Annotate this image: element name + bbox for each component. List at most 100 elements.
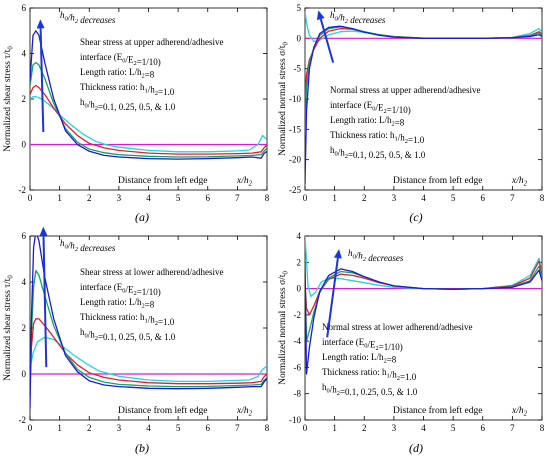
x-axis-variable: x/h2 [236, 406, 253, 418]
x-tick-label: 1 [332, 193, 337, 203]
x-tick-label: 1 [57, 423, 62, 433]
trend-arrow-shaft [319, 18, 335, 63]
y-axis-label: Normalized normal stress σ/t0 [278, 42, 290, 156]
x-tick-label: 4 [421, 423, 426, 433]
x-axis-label: Distance from left edge [393, 175, 482, 186]
y-tick-label: -5 [294, 64, 302, 74]
annotation-line: Length ratio: L/h2=8 [80, 67, 155, 80]
x-tick-label: 3 [392, 423, 397, 433]
x-tick-label: 3 [117, 193, 122, 203]
x-tick-label: 5 [176, 423, 181, 433]
y-axis-label: Normalized shear stress τ/t0 [3, 46, 15, 152]
x-tick-label: 1 [57, 193, 62, 203]
x-tick-label: 0 [303, 193, 308, 203]
series-line-h05 [30, 84, 267, 155]
x-tick-label: 2 [362, 423, 367, 433]
annotation-line: Thickness ratio: h1/h2=1.0 [80, 82, 175, 97]
x-tick-label: 3 [392, 193, 397, 203]
x-tick-label: 5 [176, 193, 181, 203]
y-axis-label: Normalized shear stress τ/t0 [3, 275, 15, 381]
arrow-label: h0/h2 decreases [348, 248, 404, 263]
y-tick-label: 0 [22, 369, 27, 379]
y-tick-label: -4 [294, 336, 302, 346]
x-tick-label: 1 [332, 423, 337, 433]
x-tick-label: 7 [510, 193, 515, 203]
y-tick-label: 6 [22, 3, 27, 13]
trend-arrow-shaft [326, 257, 339, 338]
y-tick-label: -8 [294, 389, 302, 399]
x-axis-label: Distance from left edge [118, 405, 207, 416]
y-tick-label: -25 [289, 185, 301, 195]
x-tick-label: 8 [265, 423, 270, 433]
panel-tag: (c) [409, 210, 422, 224]
series-line-h01 [305, 25, 542, 184]
annotation-line: h0/h2=0.1, 0.25, 0.5, & 1.0 [330, 145, 426, 160]
x-tick-label: 2 [87, 423, 92, 433]
x-tick-label: 3 [117, 423, 122, 433]
trend-arrow-head [39, 226, 48, 236]
arrow-label: h0/h2 decreases [330, 10, 386, 25]
annotation-line: interface (E0/E2=1/10) [80, 52, 161, 67]
series-line-h025 [30, 269, 267, 398]
trend-arrow-head [36, 19, 45, 29]
panel-tag: (a) [135, 210, 149, 224]
y-tick-label: -2 [19, 415, 27, 425]
y-tick-label: 0 [297, 33, 302, 43]
y-tick-label: 0 [22, 140, 27, 150]
annotation-line: h0/h2=0.1, 0.25, 0.5, & 1.0 [322, 382, 418, 397]
panel-c: 0 1 2 3 4 5 6 7 8 -25 -20 -15 -10 -5 0 5 h0/h2 decreases… [278, 3, 545, 224]
trend-arrow-head [333, 249, 342, 259]
trend-arrow-shaft [39, 28, 45, 133]
x-tick-label: 6 [481, 193, 486, 203]
series-line-h01 [30, 30, 267, 160]
annotation-line: Normal stress at upper adherend/adhesive [330, 85, 480, 95]
panel-tag: (d) [409, 441, 423, 455]
x-tick-label: 7 [235, 193, 240, 203]
x-tick-label: 2 [87, 193, 92, 203]
annotation-line: h0/h2=0.1, 0.25, 0.5, & 1.0 [80, 97, 176, 112]
x-tick-label: 7 [235, 423, 240, 433]
y-axis-label: Normalized normal stress σ/t0 [278, 271, 290, 385]
y-tick-label: 6 [22, 231, 27, 241]
x-axis-label: Distance from left edge [393, 405, 482, 416]
x-tick-label: 5 [451, 423, 456, 433]
annotation-line: h0/h2=0.1, 0.25, 0.5, & 1.0 [80, 327, 176, 342]
y-tick-label: 2 [297, 257, 302, 267]
y-tick-label: -20 [289, 155, 301, 165]
annotation-line: Thickness ratio: h1/h2=1.0 [80, 312, 175, 327]
series-line-h01 [30, 236, 267, 409]
y-tick-label: 5 [297, 3, 302, 13]
y-tick-label: 4 [22, 277, 27, 287]
annotation-line: interface (E0/E2=1/10) [80, 282, 161, 297]
series-group [305, 10, 542, 184]
x-tick-label: 7 [510, 423, 515, 433]
series-group [305, 236, 542, 375]
y-tick-label: 0 [297, 284, 302, 294]
annotation-line: Shear stress at lower adherend/adhesive [80, 267, 223, 277]
y-tick-label: -2 [294, 310, 302, 320]
x-tick-label: 0 [28, 193, 33, 203]
x-axis-label: Distance from left edge [118, 175, 207, 186]
x-tick-label: 8 [540, 423, 545, 433]
series-line-h10 [305, 236, 542, 298]
trend-arrow-head [316, 10, 325, 21]
trend-arrow-shaft [42, 235, 48, 368]
x-tick-label: 6 [206, 423, 211, 433]
x-tick-label: 0 [28, 423, 33, 433]
annotation-line: Normal stress at lower adherend/adhesive [322, 322, 472, 332]
y-tick-label: -2 [19, 185, 27, 195]
y-tick-label: 4 [22, 49, 27, 59]
x-axis-variable: x/h2 [236, 176, 253, 188]
x-axis-variable: x/h2 [511, 176, 528, 188]
x-tick-label: 5 [451, 193, 456, 203]
series-line-h05 [30, 318, 267, 385]
annotation-line: interface (E0/E2=1/10) [322, 337, 403, 352]
annotation-line: Length ratio: L/h2=8 [322, 352, 397, 365]
x-tick-label: 8 [540, 193, 545, 203]
arrow-label: h0/h2 decreases [60, 238, 116, 253]
y-tick-label: -10 [289, 415, 301, 425]
x-tick-label: 4 [146, 423, 151, 433]
x-tick-label: 2 [362, 193, 367, 203]
series-line-h01 [305, 262, 542, 375]
